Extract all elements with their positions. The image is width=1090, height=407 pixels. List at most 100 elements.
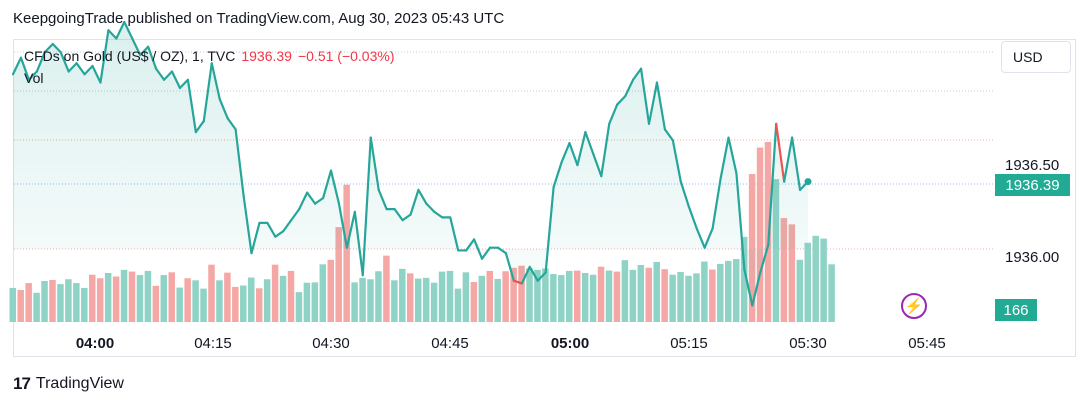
time-axis-label: 04:45 (431, 335, 469, 352)
volume-bar (240, 285, 247, 322)
price-line-segment (719, 136, 730, 180)
volume-bar (184, 278, 191, 322)
lightning-icon[interactable]: ⚡ (901, 293, 927, 319)
volume-bar (677, 271, 684, 322)
time-axis-label: 05:15 (670, 335, 708, 352)
price-line-segment (608, 103, 619, 125)
price-line-segment (329, 169, 341, 205)
price-line-segment (473, 238, 484, 260)
volume-bar (65, 279, 72, 322)
price-line-segment (727, 136, 738, 175)
price-line-segment (496, 246, 507, 255)
price-line-segment (528, 265, 539, 282)
volume-bar (748, 173, 756, 322)
volume-bar (637, 265, 645, 322)
volume-bar (812, 235, 819, 322)
price-line-segment (107, 29, 118, 40)
tradingview-logo-icon: 17 (13, 374, 31, 393)
volume-bar (756, 147, 764, 322)
price-line-segment (274, 230, 285, 238)
volume-bar (605, 270, 613, 322)
price-line-segment (123, 20, 134, 40)
price-line-segment (75, 62, 86, 76)
volume-bar (200, 288, 207, 322)
volume-bar (104, 273, 112, 322)
volume-bar (725, 260, 732, 322)
footer-brand[interactable]: 17 TradingView (13, 374, 124, 394)
volume-bar (414, 278, 422, 322)
price-line-segment (250, 221, 261, 255)
volume-bar (255, 288, 263, 322)
volume-bar (740, 236, 748, 322)
volume-bar (629, 269, 637, 322)
price-line-segment (99, 29, 110, 84)
volume-bar (327, 259, 334, 322)
price-line-segment (393, 208, 404, 222)
volume-bar (57, 284, 64, 322)
currency-button[interactable]: USD (1001, 41, 1071, 73)
price-line-segment (361, 136, 372, 277)
price-line-segment (401, 213, 412, 222)
price-line-segment (417, 188, 428, 205)
price-line-segment (576, 130, 587, 167)
volume-bar (152, 285, 160, 322)
volume-bar (224, 272, 231, 322)
volume-bar (49, 279, 56, 322)
volume-bar (581, 273, 589, 322)
volume-bar (613, 271, 621, 322)
volume-bar (510, 267, 517, 322)
price-line-segment (202, 62, 213, 123)
price-line-segment (27, 70, 38, 81)
volume-bar (828, 264, 835, 322)
volume-bar (319, 264, 327, 322)
price-line-segment (155, 67, 166, 81)
volume-bar (287, 270, 295, 322)
price-line-segment (639, 67, 651, 125)
price-line-segment (186, 78, 197, 134)
volume-bar (33, 292, 40, 322)
price-axis-label: 1936.00 (1005, 249, 1060, 266)
price-line-segment (147, 45, 158, 70)
volume-bar (653, 261, 660, 322)
volume-bar (717, 263, 724, 322)
volume-bar (550, 274, 557, 322)
volume-value-tag: 166 (995, 299, 1037, 321)
price-line-segment (131, 37, 142, 57)
volume-bar (248, 277, 255, 322)
volume-bar (216, 280, 223, 322)
volume-bar (9, 287, 16, 322)
brand-name: TradingView (35, 375, 124, 392)
price-line-segment (314, 197, 325, 205)
volume-bar (407, 273, 414, 322)
volume-bar (486, 270, 493, 322)
volume-bar (41, 280, 48, 322)
price-line-segment (266, 221, 277, 238)
volume-bar (669, 274, 676, 322)
price-line-segment (631, 67, 643, 81)
volume-bar (192, 280, 199, 322)
volume-label[interactable]: Vol (24, 70, 44, 86)
symbol-title[interactable]: CFDs on Gold (US$ / OZ), 1, TVC (24, 48, 236, 64)
price-line-segment (67, 62, 78, 73)
time-axis-label: 05:45 (908, 335, 946, 352)
volume-bar (112, 276, 120, 322)
time-axis-label: 04:00 (76, 335, 114, 352)
volume-bar (780, 218, 788, 322)
price-line-segment (655, 81, 667, 131)
price-line-segment (35, 51, 46, 73)
price-line-segment (663, 128, 674, 142)
price-line-segment (552, 161, 563, 189)
chart-legend: CFDs on Gold (US$ / OZ), 1, TVC 1936.39 −0… (24, 48, 394, 64)
price-line-segment (512, 279, 523, 285)
price-line-segment (377, 188, 388, 211)
price-line-segment (679, 180, 690, 208)
volume-bar (335, 227, 342, 322)
volume-bar (359, 277, 366, 322)
volume-bar (232, 286, 239, 322)
time-axis-label: 04:30 (312, 335, 350, 352)
price-line-segment (162, 70, 174, 81)
price-line-segment (433, 210, 444, 219)
volume-bar (788, 224, 796, 322)
price-line-segment (19, 56, 30, 81)
